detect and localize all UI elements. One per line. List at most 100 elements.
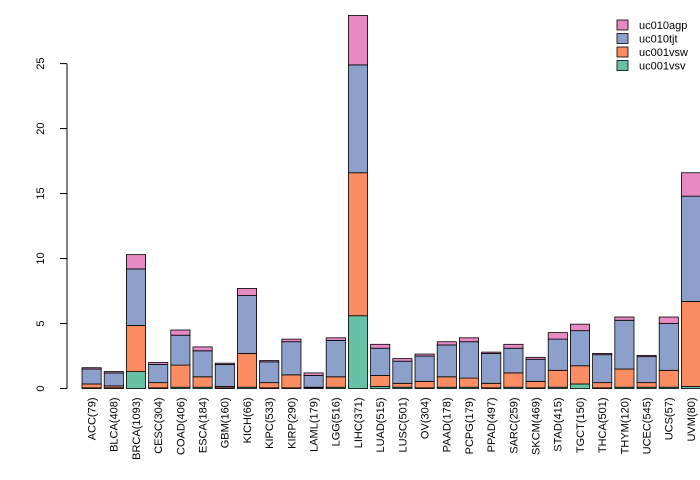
bar-segment [636,382,657,388]
x-tick-label: ESCA(184) [197,398,209,454]
legend-label: uc010agp [639,20,687,32]
bar-segment [236,295,257,354]
x-tick-label: CESC(304) [153,398,165,454]
bar-segment [503,347,524,374]
bar-segment [481,351,502,354]
bars-group [81,15,700,389]
x-tick-label: UCS(57) [664,398,676,441]
bar-segment [81,368,102,385]
bar-segment [436,341,457,346]
x-tick-label: ACC(79) [86,398,98,441]
bar-segment [259,360,280,363]
bar-segment [636,354,657,358]
bar-segment [126,268,147,326]
bar-segment [458,377,479,388]
bar-segment [436,344,457,378]
bar-segment [148,362,169,365]
bar-segment [170,329,191,336]
bar-segment [547,332,568,340]
bar-segment [236,353,257,388]
bar-segment [414,380,435,389]
bar-segment [259,382,280,389]
y-tick-label: 15 [35,187,47,199]
x-tick-label: LUAD(515) [375,398,387,453]
bar-segment [681,195,700,302]
y-tick-label: 5 [35,320,47,326]
x-tick-label: KIRP(290) [286,398,298,449]
x-tick-label: STAD(415) [553,398,565,452]
bar-segment [392,358,413,362]
y-tick-label: 10 [35,252,47,264]
y-axis: 0 5 10 15 20 25 [35,57,68,392]
bar-segment [681,301,700,387]
y-tick-label: 25 [35,57,47,69]
bar-segment [614,319,635,370]
y-tick-label: 20 [35,122,47,134]
bar-segment [347,64,368,174]
bar-segment [214,362,235,365]
x-tick-label: OV(304) [419,398,431,440]
x-tick-label: COAD(406) [175,398,187,455]
bar-segment [214,364,235,387]
x-axis-labels: ACC(79) BLCA(408) BRCA(1093) CESC(304) COAD(… [86,398,697,460]
bar-segment [547,369,568,388]
x-tick-label: SKCM(469) [530,398,542,455]
bar-segment [414,355,435,382]
bar-segment [347,315,368,389]
bar-segment [658,369,679,388]
bar-segment [458,337,479,343]
bar-segment [347,15,368,66]
bar-segment [192,346,213,352]
bar-segment [259,361,280,384]
bar-segment [148,382,169,389]
bar-segment [281,341,302,376]
legend-label: uc001vsv [639,60,686,72]
bar-segment [658,323,679,371]
bar-segment [192,376,213,388]
x-tick-label: KIPC(533) [264,398,276,449]
bar-segment [570,365,591,385]
bar-segment [392,382,413,388]
x-tick-label: UCEC(545) [641,398,653,455]
x-tick-label: TGCT(150) [575,398,587,454]
bar-segment [370,375,391,387]
legend-label: uc010tjt [639,33,678,45]
bar-segment [303,372,324,376]
x-tick-label: BLCA(408) [109,398,121,452]
bar-segment [503,372,524,388]
bar-segment [126,254,147,270]
bar-segment [570,383,591,389]
bar-segment [192,350,213,378]
bar-segment [303,375,324,388]
x-tick-label: KICH(66) [242,398,254,444]
bar-segment [570,330,591,367]
legend-label: uc001vsw [639,47,688,59]
x-tick-label: THYM(120) [619,398,631,455]
bar-segment [592,354,613,384]
x-tick-label: UVM(80) [686,398,698,442]
x-tick-label: PPAD(497) [486,398,498,453]
bar-segment [614,316,635,321]
bar-segment [170,334,191,366]
bar-segment [481,353,502,384]
bar-segment [658,316,679,324]
x-tick-label: LIHC(371) [353,398,365,449]
bar-segment [481,382,502,389]
bar-segment [458,341,479,379]
bar-segment [592,382,613,389]
x-tick-label: LGG(516) [331,398,343,447]
bar-segment [126,371,147,389]
bar-segment [614,368,635,388]
bar-segment [81,383,102,389]
x-tick-label: PCPG(179) [464,398,476,455]
x-tick-label: SARC(259) [508,398,520,454]
bar-segment [592,353,613,356]
bar-segment [636,356,657,384]
bar-segment [525,356,546,360]
bar-segment [281,374,302,389]
bar-segment [392,360,413,384]
bar-segment [81,367,102,370]
bar-segment [325,340,346,378]
bar-segment [281,338,302,343]
